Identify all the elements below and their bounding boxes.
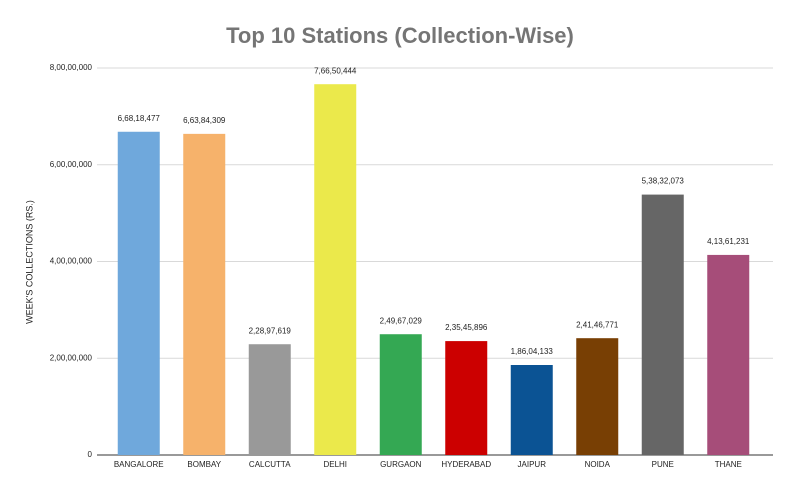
x-tick-label: THANE	[715, 460, 742, 469]
x-tick-label: JAIPUR	[518, 460, 547, 469]
y-tick-label: 4,00,00,000	[50, 257, 93, 266]
bar	[379, 334, 422, 455]
value-label: 6,63,84,309	[183, 116, 226, 125]
value-label: 6,68,18,477	[118, 114, 161, 123]
x-tick-label: GURGAON	[380, 460, 422, 469]
bar	[707, 254, 750, 455]
x-tick-label: BANGALORE	[114, 460, 164, 469]
value-label: 4,13,61,231	[707, 237, 750, 246]
bar	[576, 338, 619, 455]
x-tick-label: DELHI	[323, 460, 347, 469]
bar	[445, 341, 488, 455]
x-tick-label: BOMBAY	[187, 460, 221, 469]
x-tick-label: CALCUTTA	[249, 460, 291, 469]
chart-title: Top 10 Stations (Collection-Wise)	[226, 23, 574, 48]
y-tick-label: 8,00,00,000	[50, 63, 93, 72]
bar	[641, 194, 684, 455]
bar	[314, 84, 357, 455]
value-label: 1,86,04,133	[511, 347, 554, 356]
value-label: 2,49,67,029	[380, 316, 423, 325]
x-tick-label: PUNE	[652, 460, 674, 469]
bar	[183, 133, 226, 455]
bar	[117, 131, 160, 455]
y-tick-label: 0	[88, 450, 93, 459]
value-label: 7,66,50,444	[314, 66, 357, 75]
y-axis-title: WEEK'S COLLECTIONS (RS.)	[24, 200, 34, 324]
value-label: 2,35,45,896	[445, 323, 488, 332]
x-tick-label: HYDERABAD	[441, 460, 491, 469]
bar	[510, 365, 553, 455]
bar	[248, 344, 291, 455]
y-tick-label: 2,00,00,000	[50, 353, 93, 362]
value-label: 2,28,97,619	[249, 326, 292, 335]
x-tick-label: NOIDA	[585, 460, 611, 469]
value-label: 2,41,46,771	[576, 320, 619, 329]
value-label: 5,38,32,073	[642, 177, 685, 186]
y-tick-label: 6,00,00,000	[50, 160, 93, 169]
